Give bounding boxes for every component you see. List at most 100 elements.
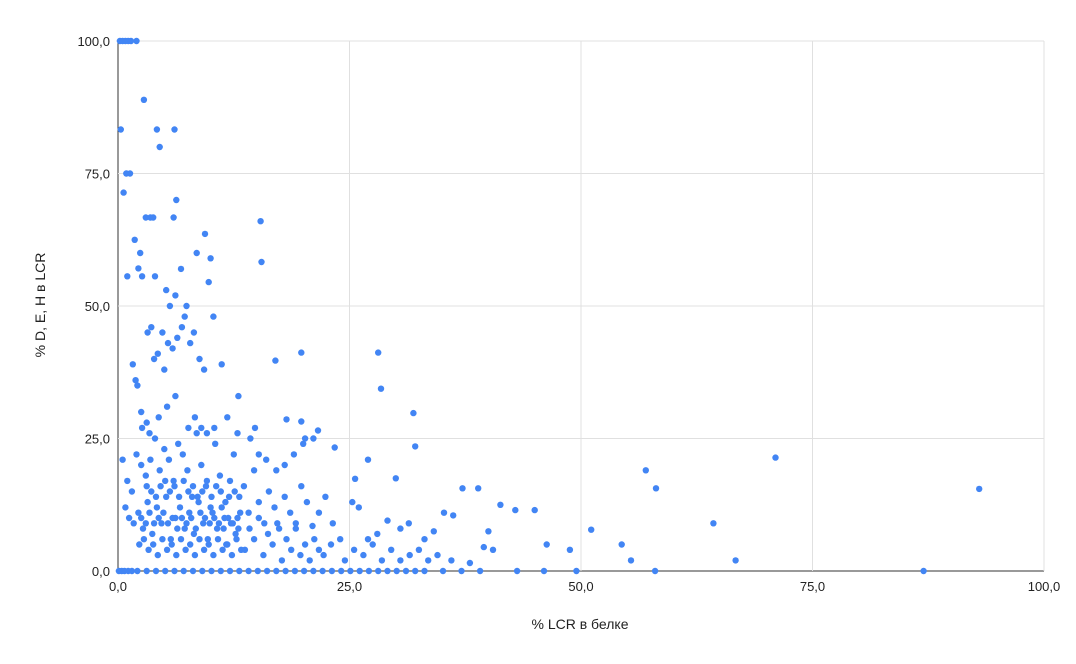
data-point bbox=[189, 567, 197, 575]
data-point bbox=[164, 339, 172, 347]
data-point bbox=[189, 483, 197, 490]
data-point bbox=[392, 475, 399, 482]
data-point bbox=[512, 506, 519, 514]
data-point bbox=[301, 541, 309, 548]
x-tick-label: 100,0 bbox=[1028, 579, 1061, 594]
data-point bbox=[156, 467, 163, 474]
data-point bbox=[145, 546, 152, 553]
data-point bbox=[218, 504, 225, 511]
data-point bbox=[152, 493, 160, 500]
data-point bbox=[347, 567, 354, 575]
data-point bbox=[283, 416, 290, 423]
data-point bbox=[233, 536, 240, 543]
data-point bbox=[194, 493, 201, 500]
data-point bbox=[485, 528, 492, 535]
data-point bbox=[281, 461, 288, 469]
data-point bbox=[162, 477, 169, 485]
data-point bbox=[236, 493, 243, 500]
data-point bbox=[175, 440, 182, 447]
data-point bbox=[543, 541, 550, 548]
data-point bbox=[122, 504, 129, 511]
data-point bbox=[976, 485, 983, 493]
data-point bbox=[205, 278, 212, 286]
data-point bbox=[298, 418, 305, 425]
data-point bbox=[171, 483, 178, 490]
data-point bbox=[191, 551, 199, 559]
data-point bbox=[497, 501, 504, 508]
data-point bbox=[220, 525, 227, 532]
data-point bbox=[191, 414, 199, 421]
data-point bbox=[119, 456, 126, 463]
data-point bbox=[652, 485, 660, 492]
data-point bbox=[146, 509, 153, 516]
data-point bbox=[300, 440, 307, 447]
data-point bbox=[151, 273, 159, 280]
data-point bbox=[134, 567, 141, 575]
data-point bbox=[162, 567, 169, 575]
data-point bbox=[129, 361, 136, 368]
data-point bbox=[186, 509, 193, 516]
data-point bbox=[159, 536, 166, 543]
data-point bbox=[192, 525, 199, 532]
y-tick-label: 50,0 bbox=[85, 299, 110, 314]
data-point bbox=[185, 488, 192, 495]
data-point bbox=[198, 461, 205, 469]
data-point bbox=[250, 467, 258, 474]
data-point bbox=[331, 444, 338, 451]
data-point bbox=[121, 567, 128, 575]
data-point bbox=[163, 286, 170, 294]
data-point bbox=[172, 292, 179, 299]
data-point bbox=[124, 273, 131, 280]
data-point bbox=[231, 488, 238, 495]
data-point bbox=[237, 509, 244, 516]
data-point bbox=[292, 525, 299, 532]
data-point bbox=[341, 557, 349, 564]
data-point bbox=[405, 520, 412, 527]
data-point bbox=[188, 514, 195, 522]
x-tick-label: 25,0 bbox=[337, 579, 362, 594]
data-point bbox=[297, 551, 304, 559]
data-point bbox=[410, 409, 417, 417]
data-point bbox=[240, 483, 248, 490]
data-point bbox=[355, 504, 362, 511]
data-point bbox=[173, 196, 180, 204]
data-point bbox=[126, 170, 134, 177]
data-point bbox=[234, 514, 241, 522]
data-point bbox=[226, 567, 234, 575]
data-point bbox=[218, 361, 225, 368]
data-point bbox=[375, 567, 382, 575]
data-point bbox=[161, 366, 168, 373]
data-point bbox=[207, 255, 214, 262]
data-points bbox=[115, 37, 983, 575]
data-point bbox=[187, 339, 194, 347]
data-point bbox=[142, 214, 149, 221]
data-point bbox=[175, 493, 183, 500]
data-point bbox=[642, 467, 649, 474]
data-point bbox=[618, 541, 625, 548]
data-point bbox=[152, 567, 160, 575]
data-point bbox=[174, 525, 181, 532]
data-point bbox=[338, 567, 345, 575]
data-point bbox=[732, 557, 739, 564]
data-point bbox=[167, 536, 174, 543]
data-point bbox=[255, 451, 262, 458]
data-point bbox=[212, 440, 219, 447]
data-point bbox=[180, 477, 187, 485]
data-point bbox=[131, 236, 138, 243]
data-point bbox=[199, 567, 206, 575]
data-point bbox=[247, 435, 254, 442]
data-point bbox=[222, 498, 229, 506]
data-point bbox=[235, 525, 242, 532]
data-point bbox=[369, 541, 376, 548]
data-point bbox=[217, 488, 224, 495]
data-point bbox=[150, 520, 158, 527]
data-point bbox=[412, 567, 419, 575]
data-point bbox=[230, 451, 237, 458]
data-point bbox=[204, 536, 211, 543]
data-point bbox=[132, 377, 139, 384]
data-point bbox=[531, 506, 538, 514]
data-point bbox=[135, 265, 142, 272]
data-point bbox=[138, 273, 146, 280]
data-point bbox=[292, 520, 299, 527]
